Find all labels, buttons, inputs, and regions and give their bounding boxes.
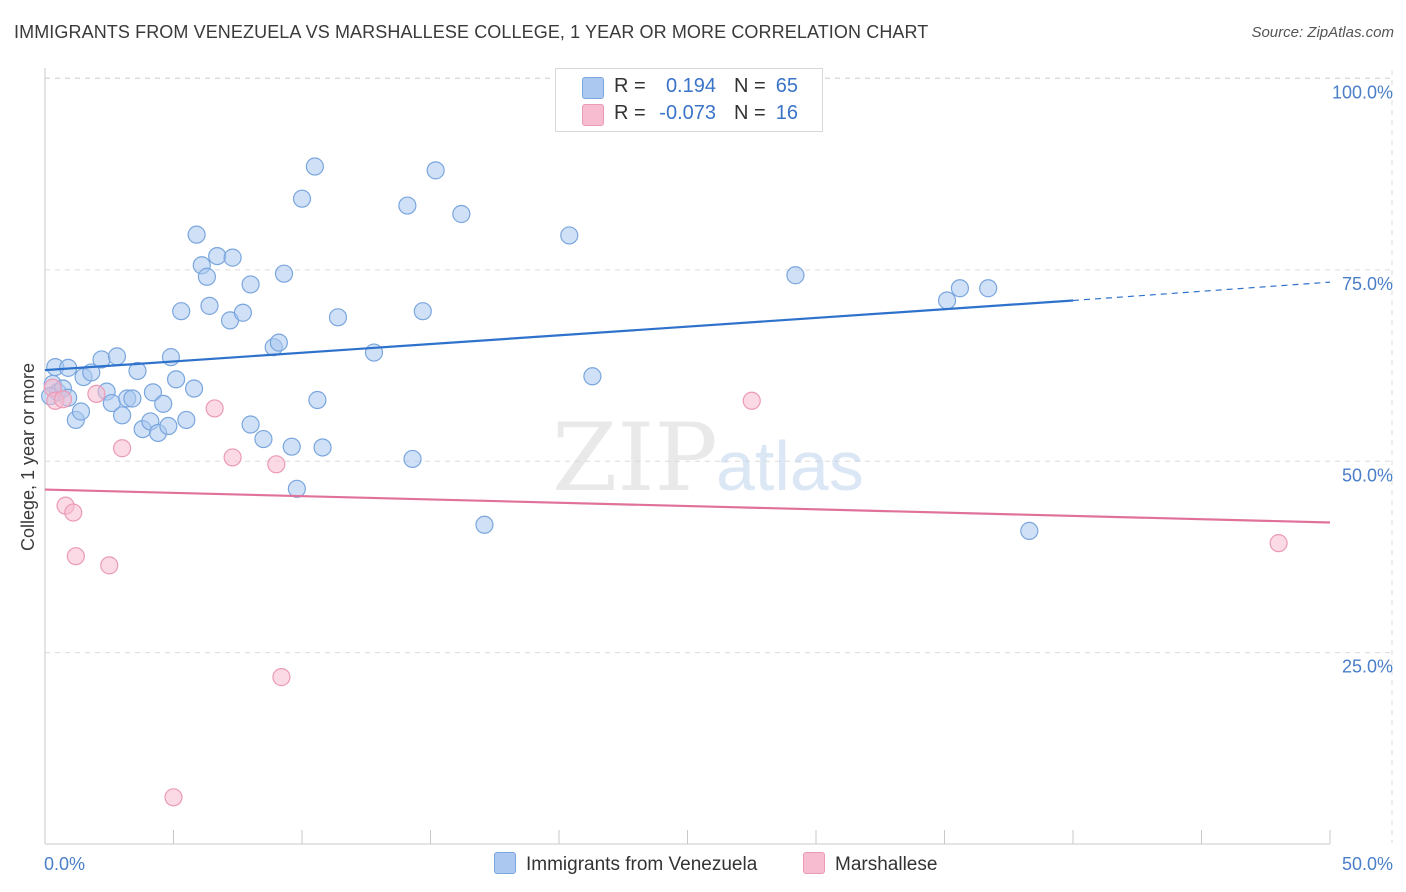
legend-row-marshallese: R = -0.073 N = 16 (556, 100, 822, 128)
correlation-legend: R = 0.194 N = 65 R = -0.073 N = 16 (555, 68, 823, 132)
marshallese-point (112, 439, 132, 458)
marshallese-point (742, 391, 761, 410)
venezuela-point (1020, 521, 1039, 541)
venezuela-point (282, 437, 301, 456)
source-label: Source: ZipAtlas.com (1251, 24, 1394, 41)
legend-n-label: N = (734, 75, 766, 97)
marshallese-point (66, 547, 85, 566)
venezuela-point (413, 302, 432, 321)
watermark: ZIP atlas (552, 404, 864, 513)
venezuela-point (159, 416, 178, 436)
venezuela-point (241, 415, 260, 434)
venezuela-point (71, 402, 91, 421)
legend-swatch-venezuela (582, 77, 604, 99)
marshallese-point (272, 668, 291, 687)
y-tick-label: 100.0% (1332, 83, 1393, 103)
marshallese-point (100, 556, 119, 575)
legend-label-marshallese: Marshallese (835, 854, 938, 875)
venezuela-point (112, 406, 132, 425)
venezuela-trend-line (44, 299, 1074, 372)
venezuela-point (305, 157, 324, 176)
marshallese-point (64, 503, 83, 522)
venezuela-point (241, 275, 260, 294)
legend-swatch-venezuela (494, 852, 516, 874)
venezuela-point (223, 248, 242, 267)
legend-n-label: N = (734, 102, 766, 124)
venezuela-point (979, 279, 998, 298)
marshallese-point (267, 455, 286, 474)
venezuela-point (200, 296, 219, 315)
venezuela-point (184, 379, 204, 398)
legend-label-venezuela: Immigrants from Venezuela (526, 854, 758, 875)
legend-r-value: 0.194 (665, 75, 716, 97)
marshallese-point (164, 788, 183, 807)
legend-r-value: -0.073 (659, 102, 716, 124)
venezuela-point (172, 302, 191, 321)
venezuela-point (143, 383, 163, 402)
marshallese-point (87, 384, 106, 403)
watermark-atlas: atlas (716, 427, 864, 505)
venezuela-point (197, 267, 217, 286)
trend-layer (44, 281, 1331, 524)
legend-swatch-marshallese (803, 852, 825, 874)
marshallese-point (205, 399, 224, 418)
venezuela-point (475, 515, 494, 534)
legend-item-marshallese: Marshallese (803, 852, 937, 876)
venezuela-point (403, 449, 422, 469)
venezuela-point (313, 438, 332, 457)
marshallese-point (223, 448, 242, 467)
venezuela-point (154, 394, 173, 413)
venezuela-point (786, 266, 805, 285)
venezuela-point (426, 161, 445, 180)
venezuela-trend-extension (1072, 281, 1331, 302)
venezuela-point (269, 333, 288, 352)
x-tick-label: 50.0% (1342, 854, 1393, 874)
legend-item-venezuela: Immigrants from Venezuela (494, 852, 757, 876)
y-tick-label: 75.0% (1342, 274, 1393, 294)
venezuela-point (292, 189, 312, 208)
venezuela-point (583, 367, 602, 386)
venezuela-point (328, 308, 348, 327)
venezuela-point (233, 303, 252, 322)
x-tick-label: 0.0% (44, 854, 85, 874)
legend-row-venezuela: R = 0.194 N = 65 (556, 73, 822, 101)
venezuela-point (177, 410, 196, 430)
venezuela-point (107, 347, 127, 366)
venezuela-point (308, 390, 327, 410)
points-layer (41, 157, 1288, 807)
venezuela-point (452, 204, 471, 224)
legend-r-label: R = (614, 75, 646, 97)
marshallese-trend-line (44, 488, 1331, 524)
venezuela-point (937, 291, 957, 310)
venezuela-point (287, 479, 306, 498)
venezuela-point (208, 246, 227, 266)
chart-title: IMMIGRANTS FROM VENEZUELA VS MARSHALLESE… (14, 22, 929, 42)
legend-swatch-marshallese (582, 104, 604, 126)
axes-layer: 25.0% 50.0% 75.0% 100.0% 0.0% 50.0% (44, 68, 1393, 874)
marshallese-point (1269, 534, 1288, 553)
y-tick-label: 50.0% (1342, 465, 1393, 485)
y-tick-label: 25.0% (1342, 657, 1393, 677)
venezuela-point (950, 279, 970, 298)
legend-r-label: R = (614, 102, 646, 124)
watermark-zip: ZIP (552, 404, 718, 513)
venezuela-point (187, 225, 206, 244)
venezuela-point (560, 226, 579, 245)
marshallese-point (53, 390, 73, 409)
venezuela-point (254, 429, 273, 449)
venezuela-point (398, 196, 417, 215)
venezuela-point (166, 370, 186, 389)
venezuela-point (123, 389, 142, 408)
legend-n-value: 16 (775, 102, 798, 124)
venezuela-point (128, 361, 147, 381)
venezuela-point (274, 264, 294, 283)
legend-n-value: 65 (775, 75, 798, 97)
y-axis-label: College, 1 year or more (18, 363, 38, 551)
